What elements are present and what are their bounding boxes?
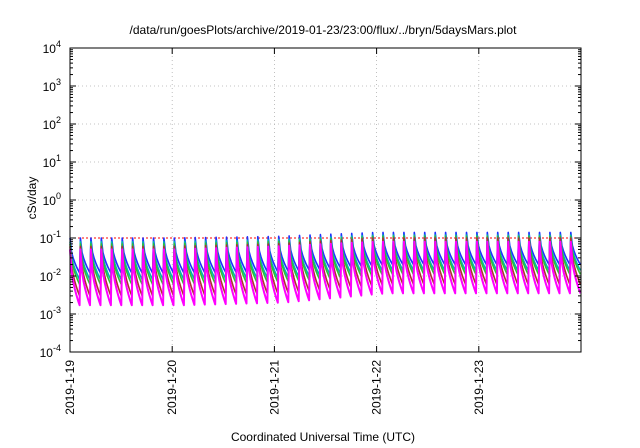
axis-ticks <box>69 47 581 353</box>
y-tick-label: 10-2 <box>40 267 61 284</box>
x-axis-tick-labels: 2019-1-19 2019-1-20 2019-1-21 2019-1-22 2019… <box>63 360 486 415</box>
x-axis-label: Coordinated Universal Time (UTC) <box>231 430 415 444</box>
y-tick-label: 104 <box>43 39 61 56</box>
y-axis-tick-labels: 10-4 10-3 10-2 10-1 100 101 102 103 104 <box>40 39 61 360</box>
chart-title: /data/run/goesPlots/archive/2019-01-23/2… <box>130 23 518 37</box>
y-tick-label: 10-1 <box>40 229 61 246</box>
y-tick-label: 101 <box>43 153 61 170</box>
x-tick-label: 2019-1-23 <box>472 360 486 415</box>
y-tick-label: 10-4 <box>40 343 61 360</box>
grid-lines <box>70 48 581 352</box>
series-line <box>69 240 582 307</box>
x-tick-label: 2019-1-20 <box>165 360 179 415</box>
y-tick-label: 10-3 <box>40 305 61 322</box>
x-tick-label: 2019-1-21 <box>267 360 281 415</box>
x-tick-label: 2019-1-22 <box>370 360 384 415</box>
y-tick-label: 100 <box>43 191 61 208</box>
y-tick-label: 102 <box>43 115 61 132</box>
series-group <box>69 231 582 307</box>
x-tick-label: 2019-1-19 <box>63 360 77 415</box>
y-axis-label: cSv/day <box>25 177 39 220</box>
y-tick-label: 103 <box>43 77 61 94</box>
